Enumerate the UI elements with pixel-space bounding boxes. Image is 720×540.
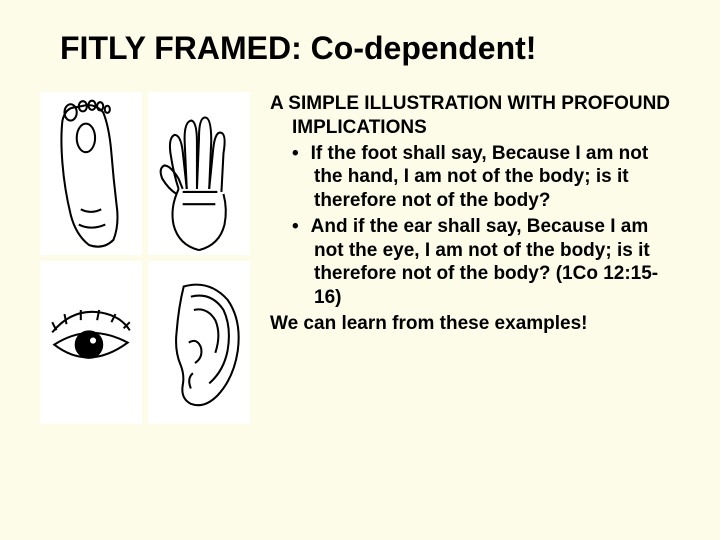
bullet-item: And if the ear shall say, Because I am n…	[270, 215, 680, 310]
subheading: A SIMPLE ILLUSTRATION WITH PROFOUND IMPL…	[270, 92, 680, 140]
foot-icon	[40, 92, 142, 255]
ear-icon	[148, 261, 250, 424]
content-row: A SIMPLE ILLUSTRATION WITH PROFOUND IMPL…	[40, 92, 680, 424]
slide: FITLY FRAMED: Co-dependent!	[0, 0, 720, 540]
illustration-grid	[40, 92, 250, 424]
bullet-list: If the foot shall say, Because I am not …	[270, 142, 680, 310]
slide-title: FITLY FRAMED: Co-dependent!	[40, 30, 680, 67]
hand-icon	[148, 92, 250, 255]
eye-icon	[40, 261, 142, 424]
text-column: A SIMPLE ILLUSTRATION WITH PROFOUND IMPL…	[270, 92, 680, 424]
bullet-item: If the foot shall say, Because I am not …	[270, 142, 680, 213]
closing-text: We can learn from these examples!	[270, 312, 680, 336]
